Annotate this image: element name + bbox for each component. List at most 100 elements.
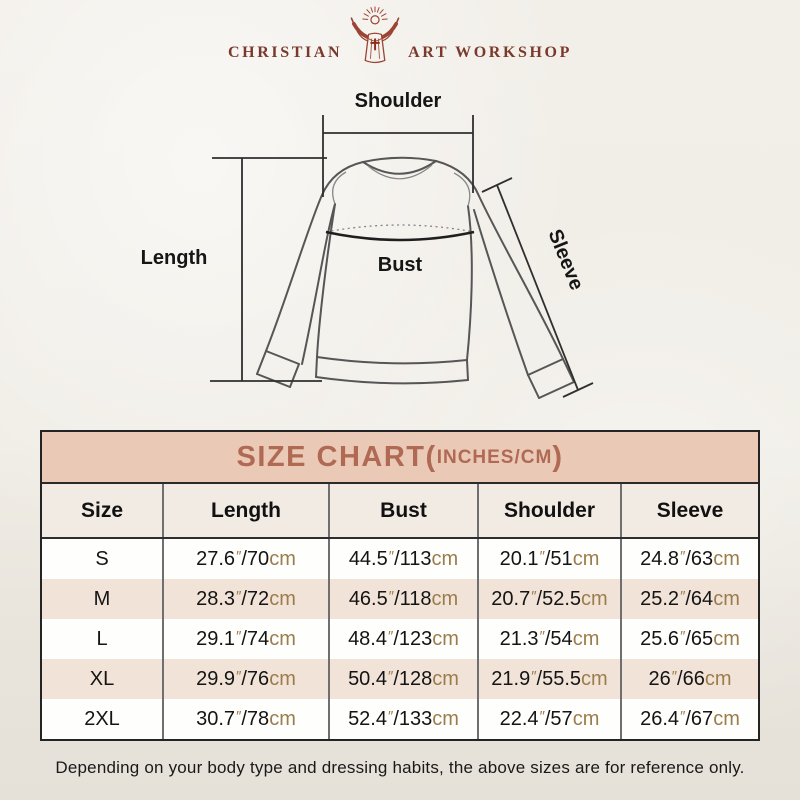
column-header-bust: Bust bbox=[330, 484, 479, 537]
table-row: M 28.3 ″/72 cm 46.5 ″/118 cm 20.7 ″/52.5 cm 25… bbox=[42, 579, 758, 619]
cell-length: 29.9 ″/76 cm bbox=[164, 659, 330, 699]
column-header-sleeve: Sleeve bbox=[656, 498, 724, 522]
inch-value: 50.4 bbox=[348, 667, 387, 690]
length-label: Length bbox=[141, 247, 208, 269]
inch-mark: ″ bbox=[236, 627, 241, 645]
inch-value: 24.8 bbox=[640, 547, 680, 570]
bust-line-front bbox=[325, 230, 475, 242]
cell-sleeve: 25.2 ″/64 cm bbox=[622, 579, 758, 619]
cm-value: /113 bbox=[394, 547, 432, 570]
sweater-seams bbox=[332, 164, 471, 207]
cm-label: cm bbox=[269, 587, 296, 610]
inch-value: 29.1 bbox=[196, 627, 236, 650]
inch-value: 21.9 bbox=[491, 667, 531, 690]
cell-length: 27.6 ″/70 cm bbox=[164, 539, 330, 579]
jesus-figure-icon bbox=[350, 6, 400, 64]
brand-logo: CHRISTIAN ART WORKSHOP bbox=[0, 6, 800, 71]
brand-name-left: CHRISTIAN bbox=[228, 44, 343, 61]
reference-note: Depending on your body type and dressing… bbox=[55, 758, 745, 777]
cross-icon bbox=[370, 38, 380, 51]
cm-label: cm bbox=[713, 627, 740, 650]
cm-value: /54 bbox=[544, 627, 573, 650]
cm-value: /51 bbox=[544, 547, 573, 570]
cell-bust: 44.5 ″/113 cm bbox=[330, 539, 479, 579]
cm-value: /72 bbox=[241, 587, 270, 610]
inch-mark: ″ bbox=[388, 627, 393, 645]
size-chart-title: SIZE CHART( bbox=[236, 440, 437, 473]
cm-value: /57 bbox=[544, 707, 573, 730]
inch-value: 27.6 bbox=[196, 547, 236, 570]
cell-bust: 50.4 ″/128 cm bbox=[330, 659, 479, 699]
inch-value: 52.4 bbox=[348, 707, 387, 730]
inch-value: 25.2 bbox=[640, 587, 680, 610]
cm-label: cm bbox=[269, 667, 296, 690]
measurement-lines bbox=[210, 115, 594, 398]
sleeve-measure-line bbox=[496, 184, 579, 391]
inch-mark: ″ bbox=[671, 667, 677, 685]
column-header-length: Length bbox=[164, 484, 330, 537]
cm-value: /65 bbox=[685, 627, 714, 650]
cell-length: 29.1 ″/74 cm bbox=[164, 619, 330, 659]
size-cell: XL bbox=[42, 659, 164, 699]
sleeve-label: Sleeve bbox=[543, 226, 587, 293]
inch-mark: ″ bbox=[388, 707, 393, 725]
cm-label: cm bbox=[713, 587, 740, 610]
cm-label: cm bbox=[432, 627, 459, 650]
size-chart-table: SIZE CHART(INCHES/CM) Size Length Bust S… bbox=[40, 430, 760, 741]
inch-mark: ″ bbox=[236, 587, 241, 605]
table-header-row: Size Length Bust Shoulder Sleeve bbox=[42, 484, 758, 539]
cell-bust: 48.4 ″/123 cm bbox=[330, 619, 479, 659]
inch-mark: ″ bbox=[531, 587, 536, 605]
inch-value: 20.7 bbox=[491, 587, 531, 610]
cm-value: /74 bbox=[241, 627, 270, 650]
inch-mark: ″ bbox=[531, 667, 536, 685]
cell-sleeve: 24.8 ″/63 cm bbox=[622, 539, 758, 579]
inch-value: 30.7 bbox=[196, 707, 236, 730]
cm-value: /76 bbox=[241, 667, 270, 690]
cell-shoulder: 22.4 ″/57 cm bbox=[479, 699, 622, 739]
inch-value: 22.4 bbox=[499, 707, 539, 730]
size-cell: 2XL bbox=[42, 699, 164, 739]
arms bbox=[350, 17, 400, 42]
inch-mark: ″ bbox=[539, 707, 545, 725]
cm-label: cm bbox=[713, 707, 740, 730]
inch-mark: ″ bbox=[388, 667, 393, 685]
cm-label: cm bbox=[432, 707, 459, 730]
inch-mark: ″ bbox=[539, 627, 545, 645]
cm-value: /118 bbox=[394, 587, 432, 610]
cm-label: cm bbox=[572, 707, 600, 730]
cm-label: cm bbox=[704, 667, 732, 690]
cm-value: /55.5 bbox=[536, 667, 582, 690]
cm-value: /123 bbox=[393, 627, 433, 650]
cell-length: 28.3 ″/72 cm bbox=[164, 579, 330, 619]
inch-value: 28.3 bbox=[196, 587, 236, 610]
brand-name-right: ART WORKSHOP bbox=[408, 44, 572, 61]
shoulder-label: Shoulder bbox=[355, 90, 442, 112]
cm-value: /70 bbox=[241, 547, 270, 570]
column-header-shoulder: Shoulder bbox=[479, 484, 622, 537]
inch-mark: ″ bbox=[236, 547, 241, 565]
inch-mark: ″ bbox=[539, 547, 545, 565]
size-chart-title-units: INCHES/CM bbox=[436, 447, 553, 468]
cm-value: /52.5 bbox=[536, 587, 582, 610]
inch-value: 46.5 bbox=[348, 587, 388, 610]
cell-sleeve: 25.6 ″/65 cm bbox=[622, 619, 758, 659]
cm-label: cm bbox=[269, 547, 296, 570]
cell-length: 30.7 ″/78 cm bbox=[164, 699, 330, 739]
size-cell: L bbox=[42, 619, 164, 659]
size-cell: M bbox=[42, 579, 164, 619]
cell-bust: 46.5 ″/118 cm bbox=[330, 579, 479, 619]
cm-value: /67 bbox=[685, 707, 714, 730]
head bbox=[370, 15, 380, 25]
inch-mark: ″ bbox=[680, 707, 685, 725]
table-row: S 27.6 ″/70 cm 44.5 ″/113 cm 20.1 ″/51 cm 24.8… bbox=[42, 539, 758, 579]
size-table-body: S 27.6 ″/70 cm 44.5 ″/113 cm 20.1 ″/51 cm 24.8… bbox=[42, 539, 758, 739]
cell-shoulder: 21.3 ″/54 cm bbox=[479, 619, 622, 659]
cell-shoulder: 21.9 ″/55.5 cm bbox=[479, 659, 622, 699]
inch-mark: ″ bbox=[236, 707, 241, 725]
inch-value: 29.9 bbox=[196, 667, 236, 690]
inch-value: 25.6 bbox=[640, 627, 680, 650]
inch-mark: ″ bbox=[680, 587, 685, 605]
inch-mark: ″ bbox=[388, 547, 394, 565]
inch-value: 44.5 bbox=[348, 547, 388, 570]
